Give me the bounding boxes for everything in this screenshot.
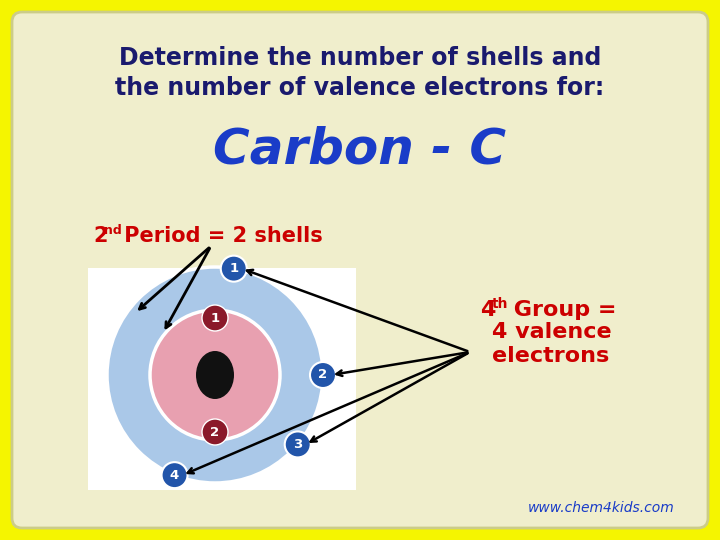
Text: 3: 3 bbox=[293, 438, 302, 451]
Text: 4 valence: 4 valence bbox=[492, 322, 611, 342]
Text: nd: nd bbox=[104, 224, 122, 237]
Circle shape bbox=[202, 419, 228, 445]
Text: www.chem4kids.com: www.chem4kids.com bbox=[528, 501, 675, 515]
Text: the number of valence electrons for:: the number of valence electrons for: bbox=[115, 76, 605, 100]
Circle shape bbox=[310, 362, 336, 388]
Text: 4: 4 bbox=[480, 300, 495, 320]
FancyBboxPatch shape bbox=[12, 12, 708, 528]
Circle shape bbox=[221, 255, 247, 282]
Text: 2: 2 bbox=[210, 426, 220, 438]
Text: Group =: Group = bbox=[506, 300, 616, 320]
Text: 1: 1 bbox=[229, 262, 238, 275]
Text: 1: 1 bbox=[210, 312, 220, 325]
Text: Period = 2 shells: Period = 2 shells bbox=[117, 226, 323, 246]
Circle shape bbox=[161, 462, 187, 488]
Text: 2: 2 bbox=[318, 368, 328, 381]
FancyBboxPatch shape bbox=[88, 268, 356, 490]
Circle shape bbox=[202, 305, 228, 331]
Text: Determine the number of shells and: Determine the number of shells and bbox=[119, 46, 601, 70]
Text: 4: 4 bbox=[170, 469, 179, 482]
Circle shape bbox=[284, 431, 311, 457]
Circle shape bbox=[107, 267, 323, 483]
Text: Carbon - C: Carbon - C bbox=[213, 126, 507, 174]
Text: 2: 2 bbox=[93, 226, 107, 246]
Text: th: th bbox=[492, 297, 508, 311]
Circle shape bbox=[150, 310, 280, 440]
Text: electrons: electrons bbox=[492, 346, 609, 366]
Ellipse shape bbox=[196, 351, 234, 399]
